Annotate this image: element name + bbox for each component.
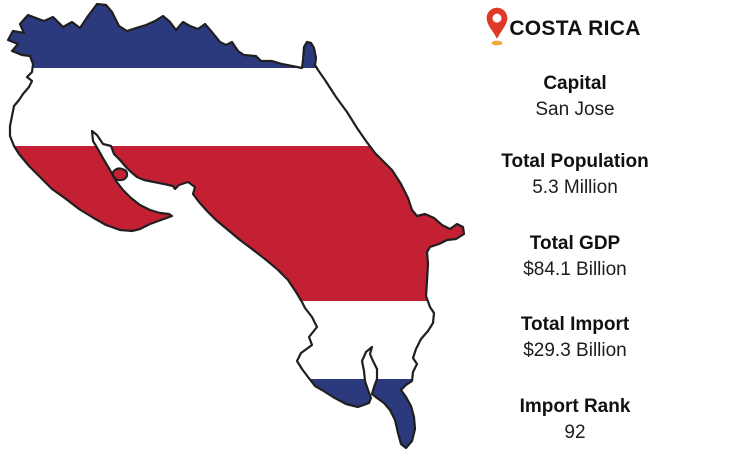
flag-stripe-blue-bottom [8,379,464,448]
stat-value: $29.3 Billion [523,340,627,361]
stat-label: Import Rank [519,396,631,417]
stat-import-rank: Import Rank 92 [462,396,688,443]
stat-label: Capital [543,73,607,94]
location-pin-icon [486,7,508,46]
costa-rica-flag-map [6,2,466,450]
stat-total-population: Total Population 5.3 Million [462,151,688,198]
country-outline [6,2,466,450]
flag-stripe-white-lower [8,301,464,379]
stat-value: 5.3 Million [532,177,618,198]
country-info-panel: COSTA RICA Capital San Jose Total Popula… [462,0,688,450]
gulf-island-outline [111,167,129,182]
stat-value: San Jose [535,99,615,120]
stat-capital: Capital San Jose [462,73,688,120]
stat-label: Total GDP [529,233,621,254]
stat-value: 92 [564,422,586,443]
page-title: COSTA RICA [509,17,641,40]
flag-stripe-white-upper [8,68,464,146]
pin-body [486,7,508,39]
stat-total-gdp: Total GDP $84.1 Billion [462,233,688,280]
pin-hole [492,13,502,23]
stat-label: Total Population [501,151,649,172]
stat-value: $84.1 Billion [523,259,627,280]
flag-stripe-blue-top [8,4,464,68]
stat-label: Total Import [520,314,630,335]
pin-base-shadow [491,40,503,46]
flag-stripe-red-middle [8,146,464,301]
stat-total-import: Total Import $29.3 Billion [462,314,688,361]
